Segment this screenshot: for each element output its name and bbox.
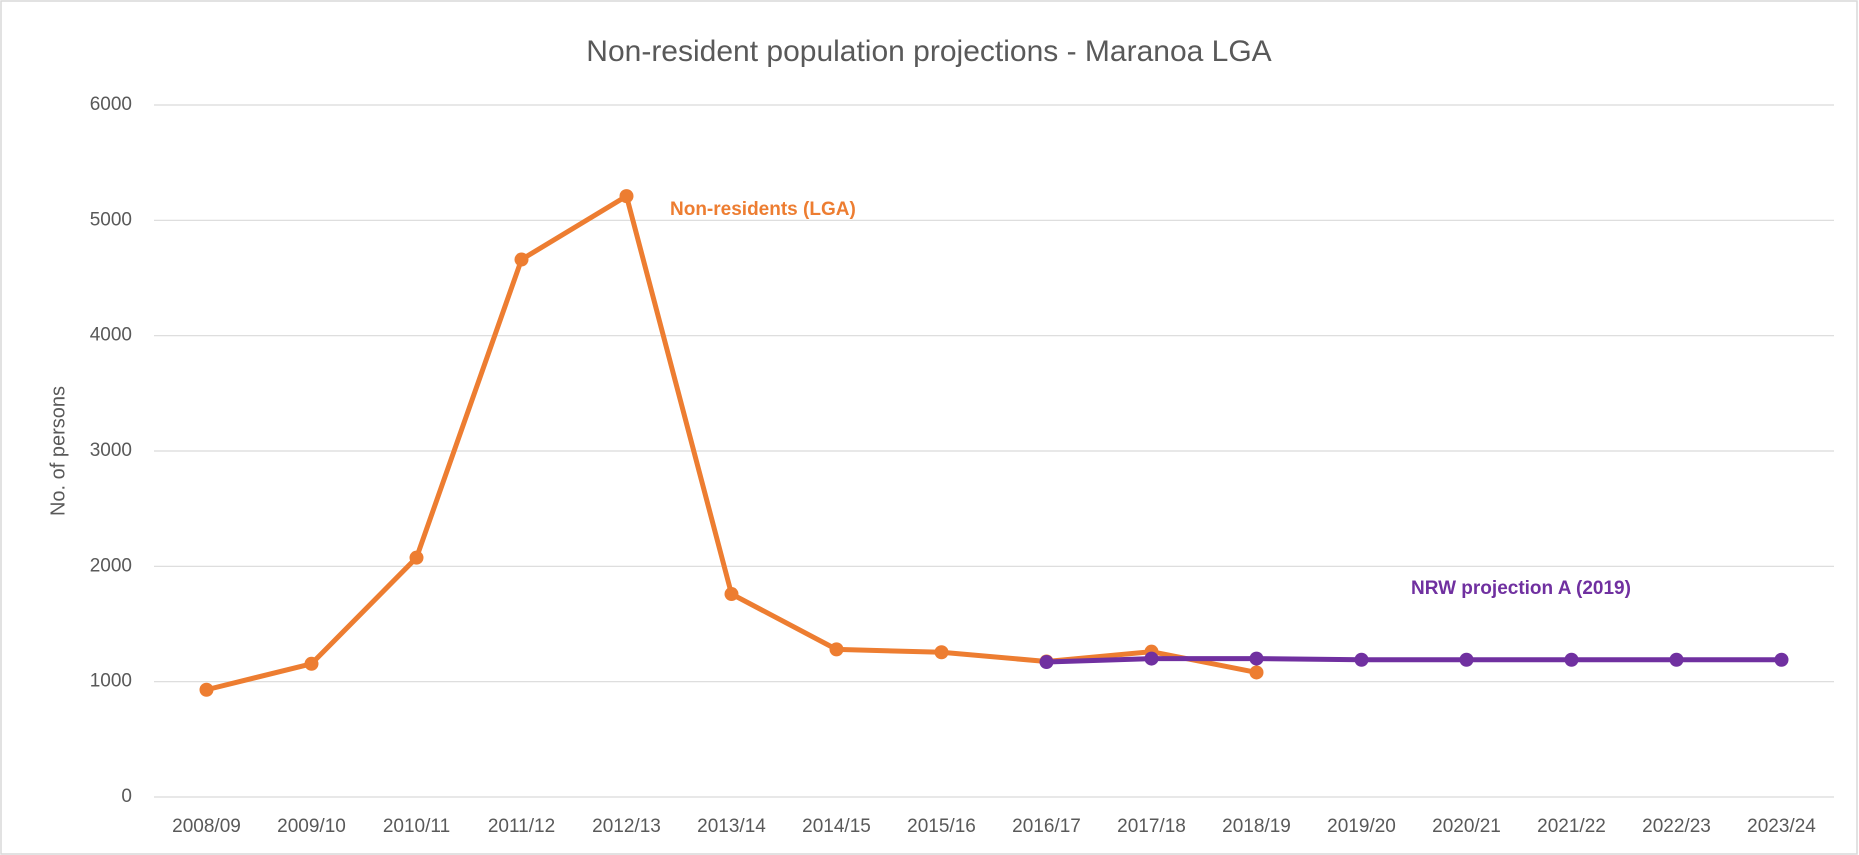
- data-point: [1354, 652, 1369, 667]
- data-point: [1039, 655, 1054, 670]
- x-tick-label: 2018/19: [1222, 816, 1291, 837]
- x-tick-label: 2010/11: [383, 816, 450, 837]
- x-tick-label: 2016/17: [1012, 816, 1081, 837]
- x-tick-label: 2008/09: [172, 816, 241, 837]
- x-tick-label: 2020/21: [1432, 816, 1501, 837]
- chart-title: Non-resident population projections - Ma…: [586, 35, 1271, 68]
- y-tick-label: 0: [121, 786, 132, 807]
- x-tick-label: 2011/12: [488, 816, 555, 837]
- data-point: [409, 550, 424, 565]
- x-tick-label: 2013/14: [697, 816, 766, 837]
- y-tick-label: 4000: [90, 325, 132, 346]
- data-point: [619, 189, 634, 204]
- data-point: [1774, 652, 1789, 667]
- x-tick-label: 2021/22: [1537, 816, 1606, 837]
- data-point: [1669, 652, 1684, 667]
- data-point: [514, 252, 529, 267]
- y-tick-label: 6000: [90, 94, 132, 115]
- y-tick-label: 2000: [90, 555, 132, 576]
- data-point: [199, 682, 214, 697]
- x-tick-label: 2023/24: [1747, 816, 1816, 837]
- series-label: Non-residents (LGA): [670, 199, 856, 220]
- y-tick-label: 3000: [90, 440, 132, 461]
- data-point: [1144, 651, 1159, 666]
- data-point: [829, 642, 844, 657]
- y-tick-label: 5000: [90, 209, 132, 230]
- series-label: NRW projection A (2019): [1411, 578, 1631, 599]
- series-line: [1046, 656, 1782, 665]
- data-point: [1249, 651, 1264, 666]
- x-tick-label: 2019/20: [1327, 816, 1396, 837]
- x-tick-label: 2015/16: [907, 816, 976, 837]
- data-point: [934, 645, 949, 660]
- x-tick-label: 2017/18: [1117, 816, 1186, 837]
- y-tick-label: 1000: [90, 671, 132, 692]
- data-point: [724, 587, 739, 602]
- x-tick-label: 2009/10: [277, 816, 346, 837]
- data-point: [1249, 665, 1264, 680]
- x-tick-label: 2012/13: [592, 816, 661, 837]
- data-point: [1459, 652, 1474, 667]
- x-tick-label: 2022/23: [1642, 816, 1711, 837]
- y-axis-label: No. of persons: [47, 386, 69, 516]
- data-point: [1564, 652, 1579, 667]
- data-point: [304, 656, 319, 671]
- x-tick-label: 2014/15: [802, 816, 871, 837]
